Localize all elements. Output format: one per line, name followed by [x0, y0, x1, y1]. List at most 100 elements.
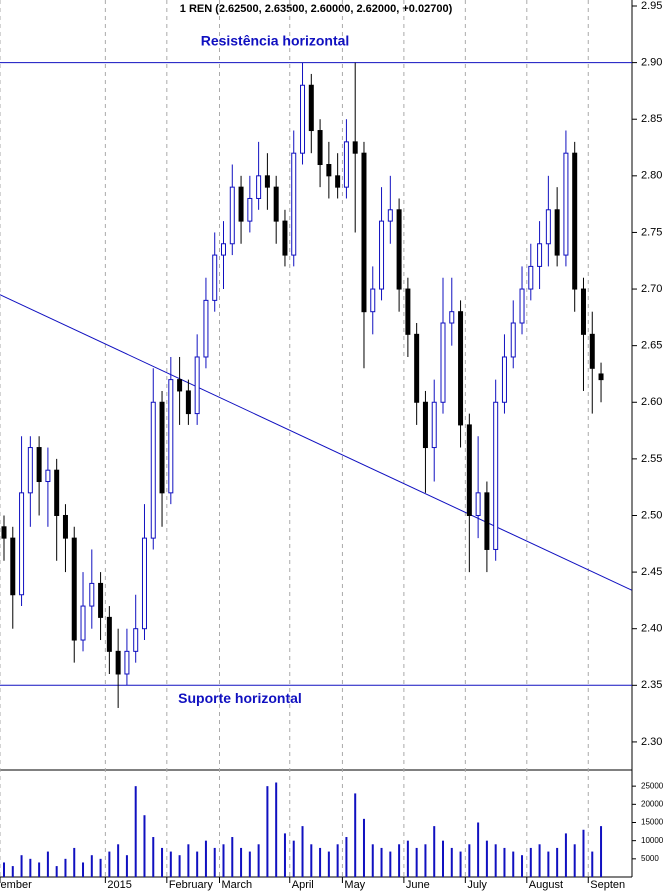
volume-bar	[204, 840, 207, 877]
volume-bar	[125, 855, 128, 877]
candle-body	[221, 243, 226, 256]
candle-body	[431, 401, 437, 449]
volume-bar	[3, 862, 5, 877]
candle-body	[405, 288, 411, 335]
candle-body	[510, 322, 516, 358]
chart-title: 1 REN (2.62500, 2.63500, 2.60000, 2.6200…	[180, 3, 453, 15]
volume-bar	[38, 862, 41, 877]
volume-bar	[117, 844, 120, 877]
volume-bar	[108, 851, 111, 877]
y-tick-label: 2.65	[641, 340, 662, 352]
candle-body	[589, 333, 595, 369]
candle-body	[54, 469, 60, 516]
candle-body	[19, 492, 25, 596]
candle-body	[264, 175, 270, 188]
candle-body	[440, 322, 446, 403]
volume-bar	[222, 844, 225, 877]
volume-bar	[336, 844, 339, 877]
volume-bar	[55, 866, 58, 877]
x-tick-label: April	[292, 879, 314, 891]
volume-bar	[248, 851, 251, 877]
volume-bar	[90, 855, 93, 877]
candle-body	[168, 379, 174, 494]
candle-body	[598, 373, 604, 381]
candle-body	[141, 537, 147, 630]
volume-bar	[310, 844, 313, 877]
y-tick-label: 2.80	[641, 170, 662, 182]
candle-body	[484, 492, 490, 550]
volume-bar	[521, 855, 524, 877]
volume-bar	[266, 786, 269, 877]
candle-body	[27, 447, 33, 494]
candle-body	[501, 356, 507, 403]
x-tick-label: July	[467, 879, 487, 891]
volume-bar	[327, 851, 330, 877]
volume-bar	[213, 847, 216, 877]
y-tick-label: 2.75	[641, 226, 662, 238]
volume-bar	[46, 851, 49, 877]
volume-bar	[231, 837, 234, 877]
candle-body	[98, 582, 104, 618]
volume-bar	[362, 818, 365, 877]
volume-bar	[319, 847, 322, 877]
candle-body	[45, 469, 51, 483]
volume-bar	[459, 851, 462, 877]
candle-body	[80, 605, 86, 641]
volume-bar	[406, 840, 409, 877]
candle-body	[466, 424, 472, 516]
candle-body	[194, 356, 200, 415]
candle-body	[212, 254, 218, 301]
candle-body	[554, 209, 560, 256]
x-tick-label: March	[222, 879, 253, 891]
volume-bar	[582, 829, 585, 877]
volume-bar	[275, 782, 278, 877]
candle-body	[580, 288, 586, 335]
candle-body	[493, 401, 499, 550]
volume-bar	[143, 815, 146, 877]
candle-body	[458, 311, 464, 426]
volume-bar	[257, 844, 260, 877]
volume-bar	[450, 847, 453, 877]
candle-body	[422, 401, 428, 449]
volume-bar	[169, 851, 172, 877]
volume-bar	[529, 847, 532, 877]
candle-body	[300, 84, 306, 154]
y2-tick-label: 20000	[641, 799, 664, 808]
trend-line	[0, 294, 632, 591]
candle-body	[256, 175, 262, 199]
y2-tick-label: 25000	[641, 781, 664, 790]
x-tick-label: November	[0, 879, 32, 891]
candle-body	[150, 401, 156, 539]
candle-body	[361, 152, 367, 313]
candle-body	[273, 186, 279, 222]
candle-body	[282, 220, 288, 256]
y-tick-label: 2.45	[641, 566, 662, 578]
volume-bar	[11, 866, 14, 877]
volume-bar	[292, 840, 295, 877]
x-tick-label: February	[169, 879, 214, 891]
volume-bar	[503, 847, 506, 877]
x-tick-label: May	[344, 879, 365, 891]
volume-bar	[134, 786, 137, 877]
volume-bar	[512, 851, 515, 877]
candle-body	[247, 197, 253, 222]
candle-body	[238, 186, 244, 222]
candle-body	[62, 514, 68, 539]
y-tick-label: 2.35	[641, 679, 662, 691]
candle-body	[343, 141, 349, 188]
volume-bar	[591, 851, 594, 877]
candle-body	[1, 526, 7, 539]
volume-bar	[152, 837, 155, 877]
volume-bar	[556, 847, 559, 877]
x-tick-label: August	[529, 879, 563, 891]
volume-bar	[485, 840, 488, 877]
volume-bar	[240, 847, 243, 877]
volume-bar	[538, 844, 541, 877]
candle-body	[291, 152, 297, 256]
annotation: Suporte horizontal	[178, 690, 302, 706]
volume-bar	[564, 833, 567, 877]
x-tick-label: 2015	[107, 879, 131, 891]
candle-body	[528, 265, 534, 290]
y-tick-label: 2.40	[641, 623, 662, 635]
